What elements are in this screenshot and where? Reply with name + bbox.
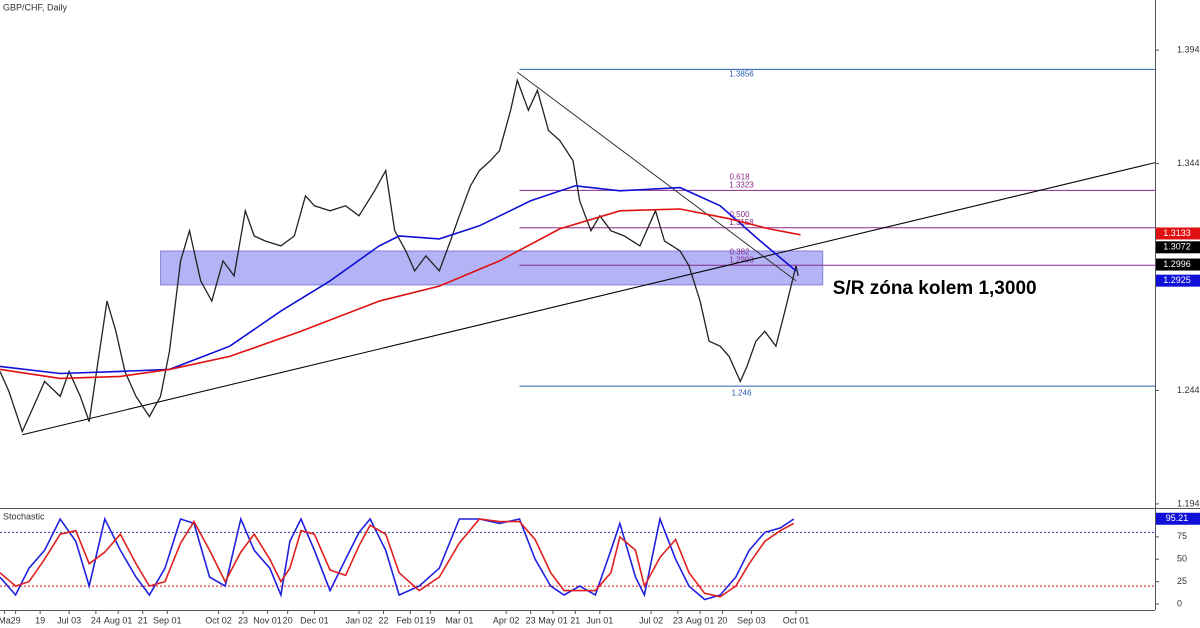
x-tick-label: 23	[673, 615, 683, 625]
level-label: 1.246	[732, 388, 753, 397]
x-tick-label: Jun 01	[586, 615, 613, 625]
x-tick-label: 21	[570, 615, 580, 625]
price-tag-label: 1.2996	[1163, 259, 1191, 269]
series-line	[0, 184, 797, 375]
series-line	[0, 518, 795, 598]
indicator-title: Stochastic	[3, 511, 45, 521]
price-tag	[1156, 258, 1200, 271]
x-tick-label: Aug 01	[686, 615, 715, 625]
chart-title: GBP/CHF, Daily	[3, 2, 68, 12]
fib-ratio-label: 0.618	[730, 172, 751, 181]
x-tick-label: Jul 03	[57, 615, 81, 625]
x-tick-label: Aug 01	[104, 615, 133, 625]
price-tag-label: 1.3072	[1163, 242, 1191, 252]
price-tag	[1156, 241, 1200, 254]
x-tick-label: 22	[379, 615, 389, 625]
x-tick-label: 19	[425, 615, 435, 625]
series-line	[0, 78, 799, 434]
x-tick-label: Sep 03	[737, 615, 766, 625]
x-tick-label: Oct 02	[205, 615, 232, 625]
x-tick-label: Sep 01	[153, 615, 182, 625]
x-tick-label: Jul 02	[639, 615, 663, 625]
x-tick-label: Apr 02	[493, 615, 520, 625]
x-tick-label: 20	[283, 615, 293, 625]
fib-price-label: 1.3323	[729, 180, 754, 189]
x-tick-label: 23	[238, 615, 248, 625]
x-tick-label: Mar 01	[445, 615, 473, 625]
fib-ratio-label: 0.382	[730, 247, 751, 256]
price-tag-label: 1.3133	[1163, 228, 1191, 238]
x-tick-label: 19	[35, 615, 45, 625]
price-tag	[1156, 512, 1200, 525]
x-tick-label: 29	[11, 615, 21, 625]
x-tick-label: Feb 01	[396, 615, 424, 625]
x-tick-label: 24	[91, 615, 101, 625]
y-tick-label: 25	[1177, 576, 1187, 586]
sr-zone-label: S/R zóna kolem 1,3000	[833, 278, 1037, 299]
y-tick-label: 50	[1177, 554, 1187, 564]
price-tag	[1156, 227, 1200, 240]
sr-zone	[160, 250, 824, 286]
x-tick-label: Nov 01	[253, 615, 282, 625]
y-tick-label: 1.3941	[1177, 45, 1200, 55]
x-tick-label: 20	[717, 615, 727, 625]
trendline	[516, 71, 797, 282]
price-tag-label: 1.2925	[1163, 275, 1191, 285]
level-label: 1.3856	[729, 70, 754, 79]
y-tick-label: 0	[1177, 598, 1182, 608]
price-tag-label: 95.21	[1166, 513, 1189, 523]
y-tick-label: 75	[1177, 531, 1187, 541]
series-line	[0, 516, 795, 601]
x-tick-label: Jan 02	[345, 615, 372, 625]
fib-ratio-label: 0.500	[730, 210, 751, 219]
x-tick-label: May 01	[538, 615, 568, 625]
x-tick-label: 21	[138, 615, 148, 625]
x-tick-label: Dec 01	[300, 615, 329, 625]
x-tick-label: 23	[526, 615, 536, 625]
fib-price-label: 1.2993	[729, 255, 754, 264]
x-tick-label: Oct 01	[783, 615, 810, 625]
x-tick-label: Ma	[0, 615, 11, 625]
series-line	[0, 208, 801, 380]
trendline	[22, 162, 1156, 436]
price-tag	[1156, 274, 1200, 287]
